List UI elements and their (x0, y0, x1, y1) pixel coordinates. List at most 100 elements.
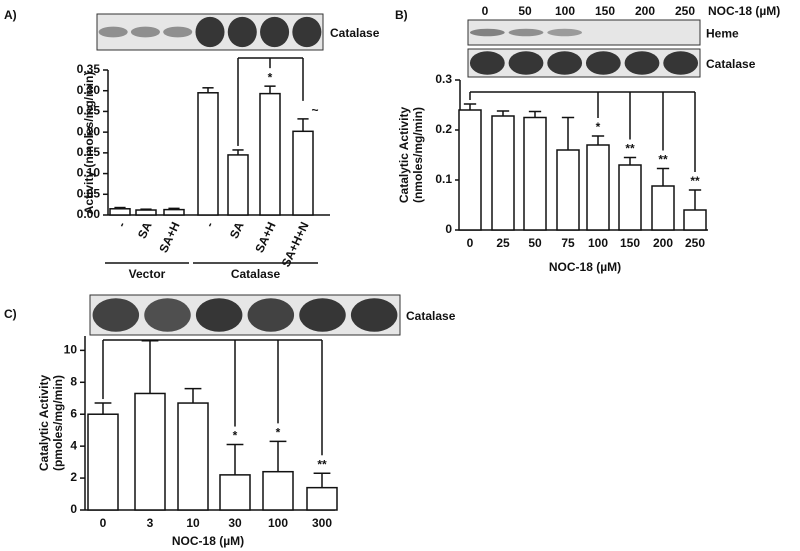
y-tick-label: 0.05 (77, 186, 101, 200)
y-tick-label: 0.25 (77, 104, 101, 118)
blot-band (98, 26, 128, 38)
blot-band (469, 51, 505, 75)
lane-label: 150 (595, 4, 615, 18)
significance-mark: ~ (311, 103, 318, 117)
bar (262, 470, 294, 511)
y-axis-label: (pmoles/mg/min) (51, 375, 65, 471)
y-axis-label: Activity (nmoles/mg/min) (82, 72, 96, 215)
x-tick-label: 300 (312, 516, 332, 530)
bar (135, 209, 157, 216)
significance-mark: * (268, 70, 273, 84)
x-tick-label: 100 (268, 516, 288, 530)
lane-label: 50 (518, 4, 532, 18)
y-tick-label: 0.00 (77, 207, 101, 221)
x-tick-label: SA (135, 219, 155, 240)
blot-band (92, 298, 140, 332)
group-label: Vector (129, 267, 166, 281)
lane-title: NOC-18 (µM) (708, 4, 780, 18)
group-label: Catalase (231, 267, 281, 281)
bar (618, 164, 642, 231)
blot-band (195, 16, 225, 48)
significance-mark: ** (658, 153, 668, 167)
x-axis-label: NOC-18 (µM) (172, 534, 244, 548)
x-tick-label: 3 (147, 516, 154, 530)
panel-label: C) (4, 307, 17, 321)
blot-band (663, 51, 699, 75)
significance-mark: * (276, 426, 281, 440)
y-axis-label: Catalytic Activity (37, 375, 51, 472)
blot-band (624, 51, 660, 75)
lane-label: 100 (555, 4, 575, 18)
x-tick-label: - (114, 220, 128, 230)
bar (227, 154, 249, 216)
bar (87, 413, 119, 511)
x-tick-label: SA (227, 219, 247, 240)
y-tick-label: 0.1 (435, 172, 452, 186)
blot-band (585, 51, 621, 75)
significance-mark: * (596, 120, 601, 134)
y-tick-label: 0.3 (435, 72, 452, 86)
y-tick-label: 0.20 (77, 124, 101, 138)
blot-band (227, 16, 257, 48)
y-tick-label: 2 (70, 470, 77, 484)
x-tick-label: 50 (528, 236, 542, 250)
bar (177, 402, 209, 511)
blot-label: Catalase (330, 26, 380, 40)
y-tick-label: 10 (64, 343, 78, 357)
y-tick-label: 8 (70, 374, 77, 388)
bar (523, 116, 547, 231)
blot-band (469, 28, 505, 37)
blot-band (144, 298, 191, 332)
lane-label: 250 (675, 4, 695, 18)
blot (467, 48, 701, 78)
bar (683, 209, 707, 231)
blot-band (195, 298, 243, 332)
y-tick-label: 0.30 (77, 83, 101, 97)
significance-mark: ** (625, 142, 635, 156)
y-tick-label: 0 (70, 502, 77, 516)
x-tick-label: - (202, 220, 216, 230)
blot-band (508, 51, 544, 75)
x-axis-label: NOC-18 (µM) (549, 260, 621, 274)
blot-band (163, 26, 193, 38)
blot (89, 294, 401, 336)
significance-mark: ** (317, 457, 327, 471)
bar (306, 486, 338, 511)
significance-mark: ** (690, 174, 700, 188)
x-tick-label: 200 (653, 236, 673, 250)
y-tick-label: 4 (70, 438, 77, 452)
y-tick-label: 6 (70, 406, 77, 420)
x-tick-label: 25 (496, 236, 510, 250)
x-tick-label: 0 (100, 516, 107, 530)
blot-band (547, 28, 583, 37)
panel-label: B) (395, 8, 408, 22)
bar (109, 208, 131, 216)
significance-mark: * (233, 429, 238, 443)
blot-band (350, 298, 398, 332)
bar (556, 149, 580, 231)
lane-label: 200 (635, 4, 655, 18)
x-tick-label: 30 (228, 516, 242, 530)
blot-band (547, 51, 583, 75)
bar (491, 115, 515, 231)
x-tick-label: SA+H+N (279, 220, 312, 269)
blot-band (247, 298, 295, 332)
x-tick-label: 75 (561, 236, 575, 250)
x-tick-label: SA+H (156, 220, 182, 255)
x-tick-label: 10 (186, 516, 200, 530)
blot-band (130, 26, 160, 38)
x-tick-label: 150 (620, 236, 640, 250)
x-tick-label: SA+H (252, 220, 278, 255)
blot-label: Catalase (406, 309, 456, 323)
y-tick-label: 0.15 (77, 145, 101, 159)
x-tick-label: 250 (685, 236, 705, 250)
bar (197, 92, 219, 216)
bar (458, 109, 482, 231)
blot-band (292, 16, 322, 48)
blot-band (508, 28, 544, 37)
y-tick-label: 0.10 (77, 166, 101, 180)
y-axis-label: (nmoles/mg/min) (411, 107, 425, 203)
y-tick-label: 0 (445, 222, 452, 236)
blot-label: Heme (706, 27, 739, 41)
